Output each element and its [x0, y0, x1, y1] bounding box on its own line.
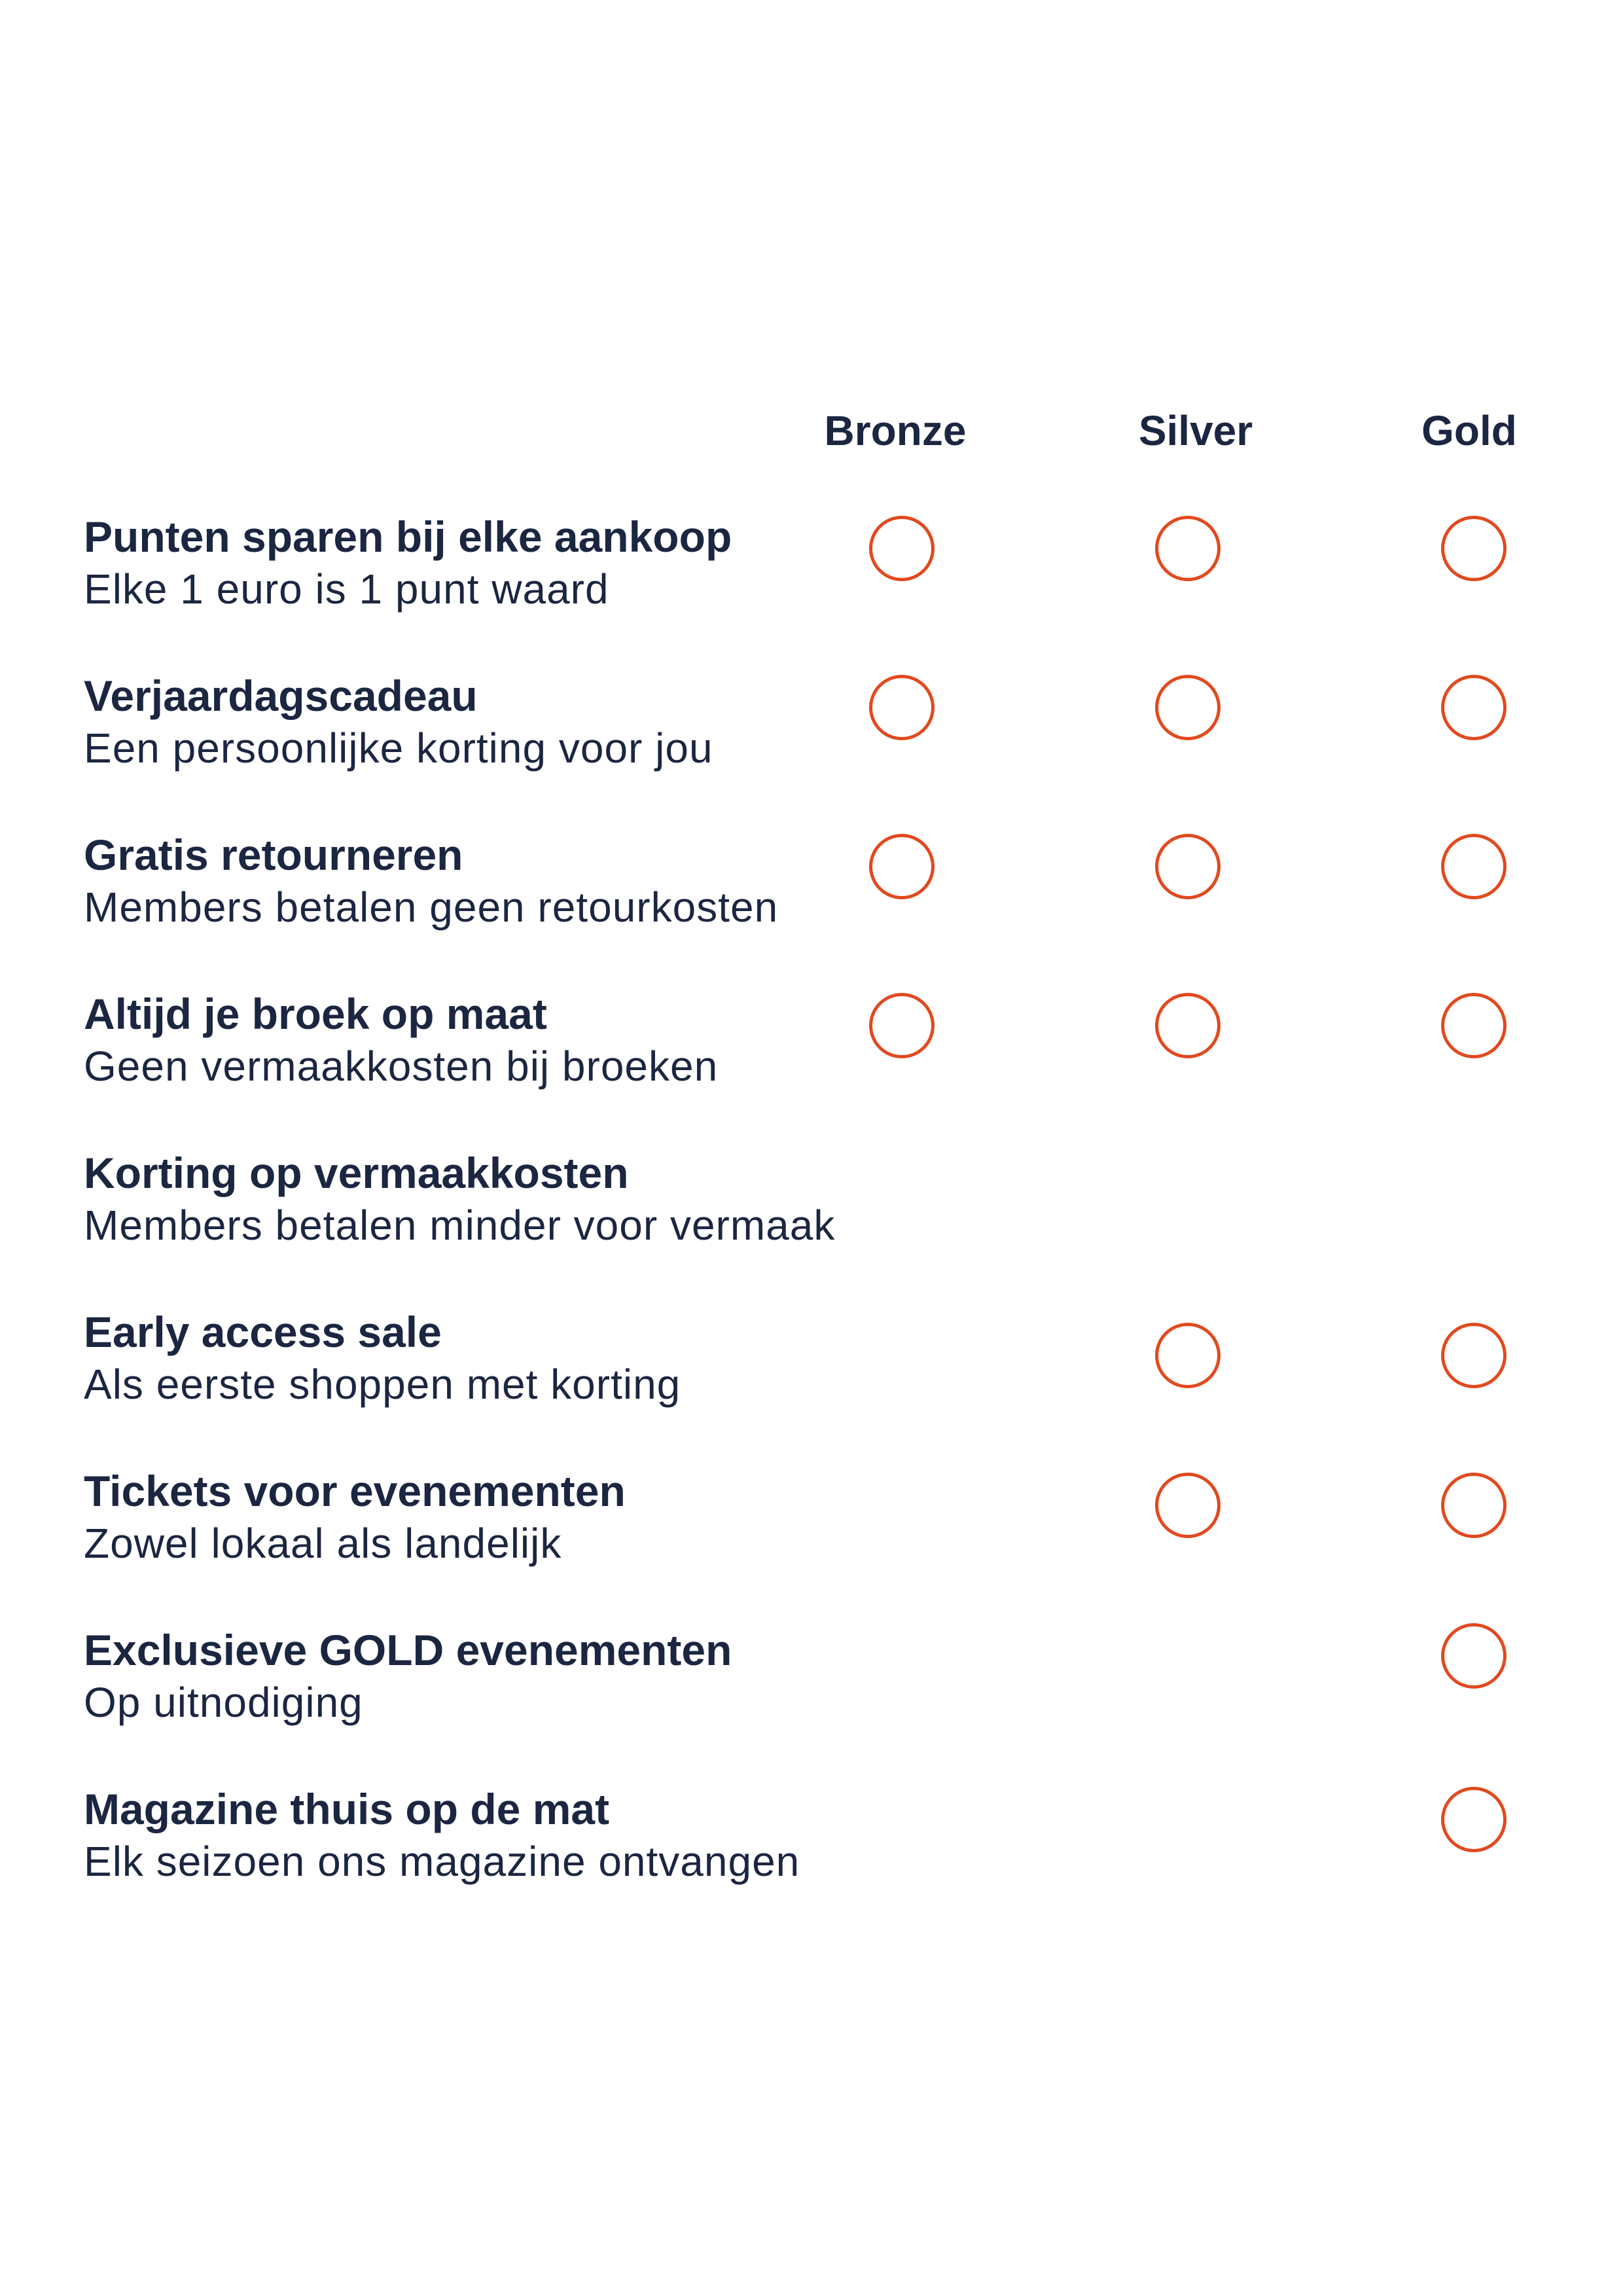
- included-circle-icon: [869, 675, 935, 740]
- included-circle-icon: [869, 516, 935, 581]
- benefit-row: Punten sparen bij elke aankoop Elke 1 eu…: [84, 511, 902, 615]
- included-circle-icon: [1441, 1473, 1507, 1538]
- benefit-description: Als eerste shoppen met korting: [84, 1361, 681, 1408]
- benefit-title: Verjaardagscadeau: [84, 672, 478, 720]
- benefit-row: Tickets voor evenementen Zowel lokaal al…: [84, 1465, 902, 1570]
- benefit-row: Gratis retourneren Members betalen geen …: [84, 829, 902, 933]
- benefit-row: Early access sale Als eerste shoppen met…: [84, 1306, 902, 1410]
- benefit-description: Members betalen geen retourkosten: [84, 884, 779, 931]
- included-circle-icon: [1155, 675, 1221, 740]
- benefit-title: Early access sale: [84, 1308, 442, 1356]
- benefit-title: Exclusieve GOLD evenementen: [84, 1626, 732, 1674]
- benefit-row: Magazine thuis op de mat Elk seizoen ons…: [84, 1783, 902, 1888]
- included-circle-icon: [1441, 516, 1507, 581]
- included-circle-icon: [1155, 1323, 1221, 1388]
- benefit-row: Verjaardagscadeau Een persoonlijke korti…: [84, 670, 902, 774]
- tier-header-silver: Silver: [1138, 407, 1253, 454]
- included-circle-icon: [1441, 1623, 1507, 1689]
- benefit-title: Tickets voor evenementen: [84, 1467, 626, 1515]
- included-circle-icon: [869, 834, 935, 899]
- benefit-description: Elk seizoen ons magazine ontvangen: [84, 1838, 800, 1885]
- benefit-description: Op uitnodiging: [84, 1679, 363, 1726]
- benefit-row: Exclusieve GOLD evenementen Op uitnodigi…: [84, 1624, 902, 1729]
- included-circle-icon: [1441, 993, 1507, 1058]
- benefit-description: Een persoonlijke korting voor jou: [84, 725, 713, 772]
- included-circle-icon: [1155, 1473, 1221, 1538]
- tier-header-gold: Gold: [1421, 407, 1517, 454]
- tier-header-bronze: Bronze: [824, 407, 967, 454]
- benefit-title: Gratis retourneren: [84, 831, 463, 879]
- included-circle-icon: [869, 993, 935, 1058]
- included-circle-icon: [1155, 516, 1221, 581]
- benefit-description: Members betalen minder voor vermaak: [84, 1202, 836, 1249]
- included-circle-icon: [1441, 1323, 1507, 1388]
- benefit-description: Elke 1 euro is 1 punt waard: [84, 565, 609, 613]
- included-circle-icon: [1155, 993, 1221, 1058]
- benefit-title: Korting op vermaakkosten: [84, 1149, 629, 1197]
- benefit-title: Punten sparen bij elke aankoop: [84, 512, 732, 561]
- benefit-row: Korting op vermaakkosten Members betalen…: [84, 1147, 902, 1251]
- included-circle-icon: [1441, 1787, 1507, 1852]
- included-circle-icon: [1441, 834, 1507, 899]
- included-circle-icon: [1155, 834, 1221, 899]
- benefit-description: Zowel lokaal als landelijk: [84, 1520, 562, 1567]
- benefit-title: Altijd je broek op maat: [84, 990, 547, 1038]
- benefit-title: Magazine thuis op de mat: [84, 1785, 610, 1833]
- benefit-row: Altijd je broek op maat Geen vermaakkost…: [84, 988, 902, 1092]
- included-circle-icon: [1441, 675, 1507, 740]
- benefit-description: Geen vermaakkosten bij broeken: [84, 1043, 719, 1090]
